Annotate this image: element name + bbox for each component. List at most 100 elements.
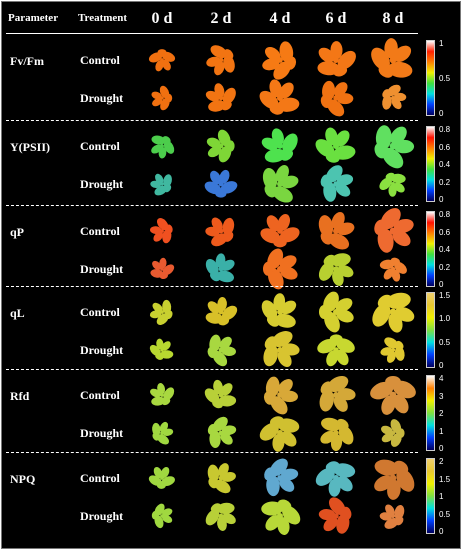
colorbar-tick: 0.4 [439, 245, 451, 254]
colorbar-tick: 1 [439, 39, 444, 48]
colorbar [426, 292, 435, 368]
plant-image [376, 333, 410, 372]
plant-image [365, 32, 421, 93]
control-label: Control [80, 224, 120, 238]
colorbar-tick: 1.5 [439, 474, 451, 484]
colorbar [426, 40, 435, 116]
plant-image [313, 327, 359, 378]
plant-image [201, 413, 241, 458]
plant-image [201, 40, 241, 85]
colorbar-tick: 0 [439, 361, 444, 370]
colorbar-tick: 0.6 [439, 227, 451, 237]
drought-label: Drought [80, 91, 124, 105]
plant-image [311, 35, 361, 90]
plant-image [201, 292, 241, 337]
plant-image [376, 167, 410, 206]
colorbar-tick: 1 [439, 492, 444, 501]
plant-image [147, 418, 177, 453]
plant-image [313, 246, 359, 297]
colorbar-tick: 0.5 [439, 337, 451, 347]
plant-image [311, 370, 361, 425]
colorbar [426, 211, 435, 287]
plant-image [146, 296, 178, 333]
plant-image [313, 75, 359, 126]
plant-image [256, 454, 304, 507]
colorbar-tick: 0 [439, 195, 444, 204]
colorbar-tick: 3 [439, 391, 444, 401]
plant-image [201, 211, 241, 256]
plant-image [255, 73, 305, 128]
colorbar-tick: 2 [439, 457, 444, 466]
plant-image [376, 499, 410, 538]
plant-image [311, 453, 361, 508]
control-label: Control [80, 305, 120, 319]
day-label-2: 2 d [210, 10, 232, 27]
drought-label: Drought [80, 262, 124, 276]
plant-image [147, 83, 177, 118]
colorbar-tick: 1.0 [439, 314, 451, 324]
colorbar-tick: 0 [439, 444, 444, 453]
plant-image [365, 367, 421, 428]
colorbar-tick: 0.8 [439, 125, 451, 134]
plant-image [146, 215, 178, 252]
plant-image [365, 203, 421, 264]
plant-image [201, 126, 241, 171]
plant-image [201, 375, 241, 420]
plant-image [376, 81, 410, 120]
plant-image [255, 408, 305, 463]
plant-image [311, 287, 361, 342]
plant-image [147, 254, 177, 289]
parameter-name: NPQ [10, 472, 36, 486]
parameter-name: qP [10, 225, 25, 239]
plant-image [313, 410, 359, 461]
day-label-6: 6 d [325, 10, 347, 27]
colorbar-tick: 0 [439, 280, 444, 289]
colorbar-tick: 2 [439, 409, 444, 418]
control-label: Control [80, 139, 120, 153]
colorbar [426, 458, 435, 534]
plant-image [311, 121, 361, 176]
colorbar-tick: 1.5 [439, 291, 451, 300]
drought-label: Drought [80, 177, 124, 191]
parameter-header: Parameter [8, 12, 59, 24]
plant-image [256, 371, 304, 424]
panel-divider [6, 369, 418, 370]
plant-image [256, 36, 304, 89]
plant-image [146, 130, 178, 167]
plant-image [201, 330, 241, 375]
plant-image [147, 169, 177, 204]
plant-image [146, 462, 178, 499]
plant-image [255, 159, 305, 214]
parameter-name: Y(PSII) [10, 140, 51, 154]
parameter-name: Rfd [10, 389, 30, 403]
panel-divider [6, 452, 418, 453]
plant-image [255, 491, 305, 546]
plant-image [146, 44, 178, 81]
treatment-header: Treatment [78, 12, 128, 24]
colorbar-tick: 0.8 [439, 210, 451, 219]
plant-image [255, 244, 305, 299]
plant-image [376, 252, 410, 291]
plant-image [146, 379, 178, 416]
panel-divider [6, 205, 418, 206]
plant-image [313, 161, 359, 212]
plant-image [365, 284, 421, 345]
day-label-8: 8 d [382, 10, 404, 27]
day-label-4: 4 d [269, 10, 291, 27]
header-divider [6, 33, 418, 34]
plant-image [256, 288, 304, 341]
colorbar-tick: 0 [439, 109, 444, 118]
day-label-0: 0 d [151, 10, 173, 27]
panel-divider [6, 120, 418, 121]
plant-image [201, 458, 241, 503]
plant-image [376, 416, 410, 455]
plant-image [256, 207, 304, 260]
plant-image [147, 335, 177, 370]
plant-image [365, 450, 421, 511]
panel-divider [6, 286, 418, 287]
colorbar-tick: 0.6 [439, 142, 451, 152]
drought-label: Drought [80, 426, 124, 440]
parameter-name: Fv/Fm [10, 54, 44, 68]
drought-label: Drought [80, 343, 124, 357]
